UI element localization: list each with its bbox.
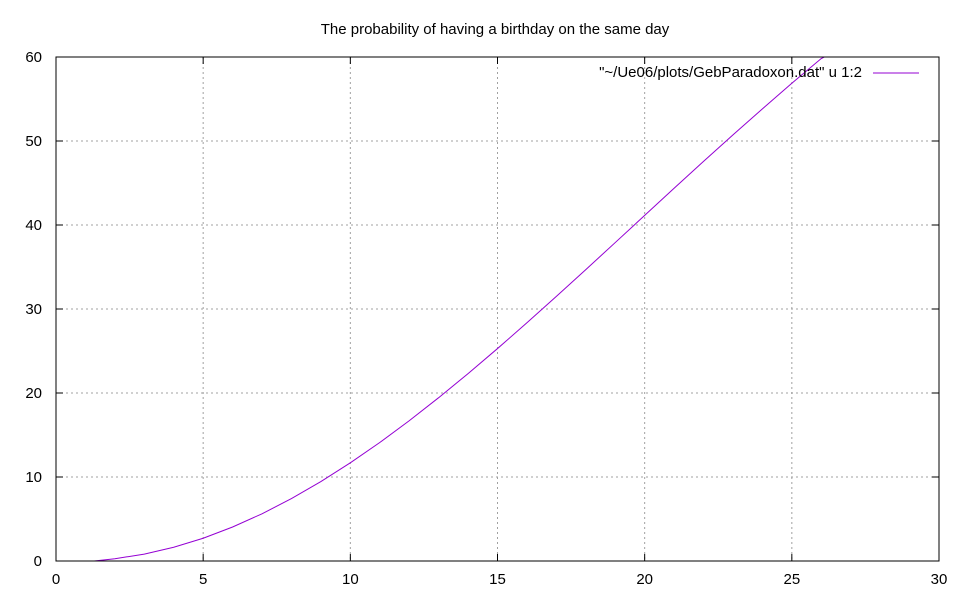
- series-line: [94, 56, 825, 562]
- axis-ticks: 0 5 10 15 20 25 30 0 10 20 30 40 50 60: [25, 49, 947, 588]
- y-tick-label: 0: [34, 553, 42, 570]
- plot-frame: [55, 56, 940, 562]
- x-tick-label: 10: [342, 571, 359, 588]
- y-tick-label: 10: [25, 469, 42, 486]
- x-tick-label: 25: [783, 571, 800, 588]
- x-tick-label: 0: [52, 571, 60, 588]
- chart-title: The probability of having a birthday on …: [321, 21, 670, 38]
- legend: "~/Ue06/plots/GebParadoxon.dat" u 1:2: [599, 64, 919, 81]
- x-tick-label: 20: [636, 571, 653, 588]
- y-tick-label: 30: [25, 301, 42, 318]
- legend-entry-label: "~/Ue06/plots/GebParadoxon.dat" u 1:2: [599, 64, 862, 81]
- grid-lines: [56, 57, 939, 561]
- series-layer: [94, 56, 825, 562]
- y-tick-label: 20: [25, 385, 42, 402]
- x-tick-label: 15: [489, 571, 506, 588]
- y-tick-label: 50: [25, 133, 42, 150]
- y-tick-label: 60: [25, 49, 42, 66]
- y-tick-label: 40: [25, 217, 42, 234]
- x-tick-label: 30: [931, 571, 948, 588]
- x-tick-label: 5: [199, 571, 207, 588]
